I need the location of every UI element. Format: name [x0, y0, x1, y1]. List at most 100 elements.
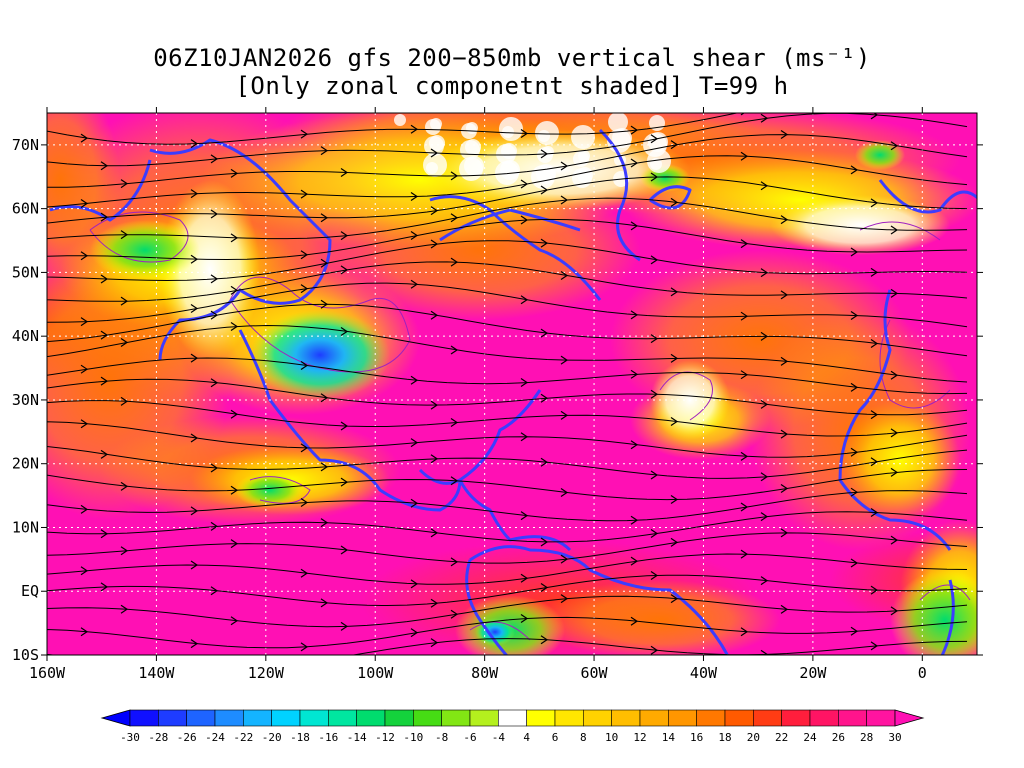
- streamline-arrow: [520, 573, 529, 583]
- streamline-arrow: [100, 376, 109, 386]
- streamline-arrow: [670, 416, 679, 426]
- shading-speckle: [459, 157, 483, 181]
- colorbar-label: 4: [523, 731, 530, 744]
- streamline-arrow: [80, 198, 89, 208]
- streamline-arrow: [520, 378, 529, 388]
- coastline-segment: [648, 185, 692, 210]
- streamline-arrow: [650, 570, 659, 580]
- streamline-arrow: [320, 146, 329, 156]
- streamline-arrow: [850, 311, 859, 321]
- colorbar-label: -28: [148, 731, 168, 744]
- streamline-arrow: [210, 209, 219, 219]
- streamline: [47, 400, 968, 437]
- colorbar-label: 24: [803, 731, 817, 744]
- colorbar-label: 14: [662, 731, 676, 744]
- y-tick-label: 40N: [12, 327, 39, 345]
- colorbar-label: -22: [233, 731, 253, 744]
- streamline-arrow: [190, 254, 199, 264]
- coastline-segment: [465, 559, 509, 655]
- colorbar-label: 28: [860, 731, 873, 744]
- shading-patch: [235, 472, 305, 508]
- streamline-arrow: [520, 432, 529, 442]
- y-tick-label: 50N: [12, 263, 39, 281]
- streamline-arrow: [410, 498, 419, 508]
- streamline-arrow: [300, 642, 309, 652]
- shading-patch: [855, 140, 905, 170]
- shading-patch: [540, 580, 780, 655]
- shading-patch: [770, 195, 950, 255]
- streamline-arrow: [740, 549, 749, 559]
- streamline: [47, 378, 968, 416]
- streamline: [47, 490, 968, 522]
- streamline-arrow: [890, 467, 899, 477]
- streamline-arrow: [210, 521, 219, 531]
- streamline-arrow: [780, 429, 789, 439]
- streamline-arrow: [120, 396, 129, 406]
- x-tick-label: 60W: [581, 664, 609, 682]
- streamline: [47, 532, 968, 564]
- streamline-arrow: [120, 296, 129, 306]
- streamline: [47, 113, 740, 145]
- streamline-arrow: [890, 370, 899, 380]
- streamline-arrow: [450, 345, 459, 355]
- streamline-arrow: [540, 185, 549, 195]
- streamline-arrow: [430, 528, 439, 538]
- streamline-arrow: [230, 322, 239, 332]
- colorbar-bin: [356, 709, 386, 727]
- streamline-arrow: [430, 454, 439, 464]
- colorbar-label: 8: [580, 731, 587, 744]
- streamline-arrow: [870, 457, 879, 467]
- streamline-arrow: [80, 133, 89, 143]
- streamline-arrow: [320, 299, 329, 309]
- x-tick-label: 40W: [690, 664, 718, 682]
- streamline: [47, 553, 968, 585]
- shading-speckle: [496, 144, 516, 164]
- streamline: [47, 511, 968, 543]
- shading-patch: [250, 310, 390, 400]
- streamline-arrow: [650, 172, 659, 182]
- streamline-arrow: [540, 238, 549, 248]
- colorbar-bin: [611, 709, 641, 727]
- streamline-arrow: [760, 512, 769, 522]
- colorbar-over-arrow: [894, 709, 925, 727]
- streamline-arrow: [740, 451, 749, 461]
- streamline-arrow: [80, 627, 89, 637]
- streamline-arrow: [670, 197, 679, 207]
- streamline: [47, 574, 968, 607]
- y-tick-label: 10N: [12, 518, 39, 536]
- streamline-arrow: [670, 594, 679, 604]
- x-tick-label: 80W: [471, 664, 499, 682]
- streamline-arrow: [190, 139, 199, 149]
- contour-line: [879, 319, 951, 409]
- streamline-arrow: [780, 356, 789, 366]
- streamline-arrow: [850, 382, 859, 392]
- streamline-arrow: [300, 284, 309, 294]
- streamline-arrow: [320, 258, 329, 268]
- colorbar-bin: [498, 709, 527, 727]
- streamline-arrow: [410, 124, 419, 134]
- streamline: [47, 303, 968, 357]
- colorbar-label: 16: [690, 731, 703, 744]
- streamline-arrow: [120, 230, 129, 240]
- streamline-arrow: [340, 168, 349, 178]
- streamline-arrow: [300, 497, 309, 507]
- streamline-arrow: [540, 149, 549, 159]
- streamline-arrow: [190, 433, 199, 443]
- streamline-arrow: [190, 304, 199, 314]
- streamline: [47, 357, 968, 395]
- colorbar-label: -10: [403, 731, 423, 744]
- title-line-1: 06Z10JAN2026 gfs 200−850mb vertical shea…: [153, 44, 871, 72]
- y-tick-label: 10S: [12, 646, 39, 664]
- streamline: [47, 240, 968, 282]
- streamline-arrow: [520, 179, 529, 189]
- streamline-arrow: [450, 171, 459, 181]
- streamline-arrow: [210, 154, 219, 164]
- streamline-arrow: [760, 268, 769, 278]
- colorbar-label: -14: [347, 731, 367, 744]
- colorbar-label: -30: [120, 731, 140, 744]
- streamline-arrow: [450, 557, 459, 567]
- streamline: [47, 261, 968, 302]
- streamline: [47, 218, 968, 261]
- streamline-arrow: [210, 463, 219, 473]
- streamline-arrow: [430, 598, 439, 608]
